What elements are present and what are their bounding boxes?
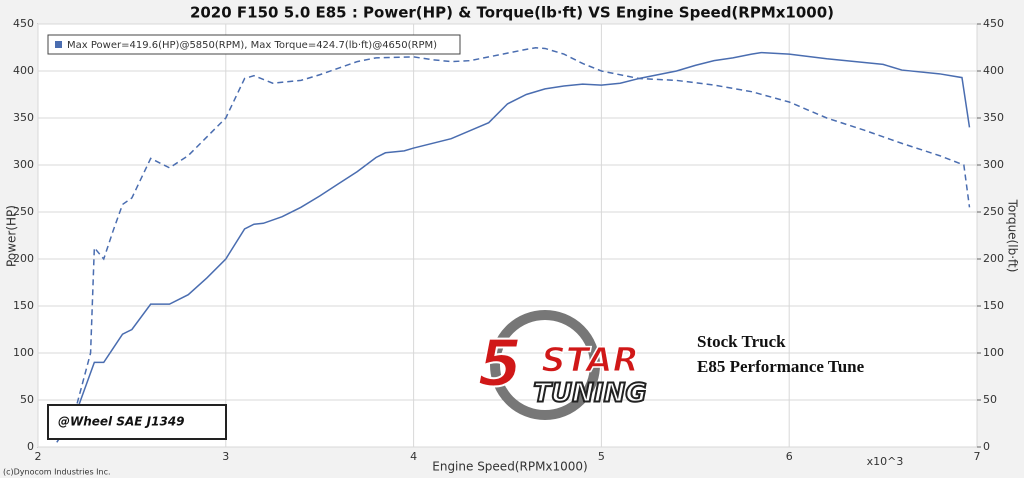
x-tick-label: 3 (222, 450, 229, 463)
x-tick-label: 5 (598, 450, 605, 463)
y2-tick-label: 350 (983, 111, 1004, 124)
y2-tick-label: 450 (983, 17, 1004, 30)
y2-tick-label: 150 (983, 299, 1004, 312)
y-tick-label: 0 (27, 440, 34, 453)
logo-text: 5 (478, 328, 523, 402)
legend-box (47, 34, 461, 55)
copyright: (c)Dynocom Industries Inc. (3, 468, 111, 477)
logo-text: TUNING (533, 379, 646, 409)
y2-tick-label: 0 (983, 440, 990, 453)
y-axis-title: Power(HP) (5, 205, 19, 267)
logo-wheel (490, 310, 600, 420)
logo: 5 STAR TUNING (477, 310, 648, 420)
y2-tick-label: 50 (983, 393, 997, 406)
y2-tick-label: 300 (983, 158, 1004, 171)
legend-text: Max Power=419.6(HP)@5850(RPM), Max Torqu… (67, 40, 437, 51)
y2-tick-label: 250 (983, 205, 1004, 218)
annotation: E85 Performance Tune (697, 357, 865, 376)
y2-tick-label: 200 (983, 252, 1004, 265)
annotation: Stock Truck (697, 332, 786, 351)
y-tick-label: 200 (13, 252, 34, 265)
plot-area (37, 23, 978, 448)
y-tick-label: 350 (13, 111, 34, 124)
y-tick-label: 300 (13, 158, 34, 171)
x-axis-title: Engine Speed(RPMx1000) (432, 460, 588, 474)
y-tick-label: 400 (13, 64, 34, 77)
x-tick-label: 7 (974, 450, 981, 463)
y-tick-label: 150 (13, 299, 34, 312)
y2-tick-label: 400 (983, 64, 1004, 77)
logo-text: STAR (541, 341, 639, 381)
y2-axis-title: Torque(lb·ft) (1006, 199, 1020, 273)
legend: Max Power=419.6(HP)@5850(RPM), Max Torqu… (47, 34, 461, 55)
x-tick-label: 2 (35, 450, 42, 463)
y-tick-label: 100 (13, 346, 34, 359)
y-tick-label: 250 (13, 205, 34, 218)
y-tick-label: 450 (13, 17, 34, 30)
y-tick-label: 50 (20, 393, 34, 406)
chart-title: 2020 F150 5.0 E85 : Power(HP) & Torque(l… (190, 4, 834, 22)
y2-tick-label: 100 (983, 346, 1004, 359)
x-unit-label: x10^3 (867, 455, 904, 468)
annotation-box (47, 404, 227, 440)
legend-swatch (55, 41, 62, 48)
x-tick-label: 6 (786, 450, 793, 463)
series-line (56, 51, 971, 443)
annotation: @Wheel SAE J1349 (58, 415, 185, 429)
x-tick-label: 4 (410, 450, 417, 463)
